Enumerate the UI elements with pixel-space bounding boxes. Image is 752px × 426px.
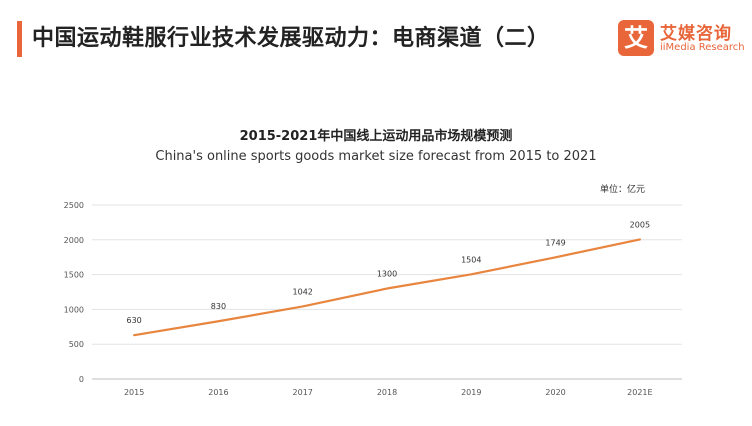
y-tick-label: 1000 (64, 305, 84, 314)
y-tick-label: 500 (69, 340, 84, 349)
x-tick-label: 2019 (461, 388, 481, 397)
data-label: 1504 (461, 255, 481, 264)
data-label: 1042 (293, 287, 313, 296)
series-line (133, 238, 641, 337)
logo-mark: 艾 (618, 20, 654, 56)
page-title: 中国运动鞋服行业技术发展驱动力：电商渠道（二） (32, 26, 550, 51)
y-tick-label: 1500 (64, 271, 84, 280)
x-tick-label: 2017 (293, 388, 313, 397)
x-tick-label: 2018 (377, 388, 397, 397)
data-label: 1300 (377, 270, 397, 279)
logo-name-cn: 艾媒咨询 (660, 24, 732, 44)
x-tick-label: 2020 (545, 388, 565, 397)
x-tick-label: 2016 (208, 388, 228, 397)
chart-title: 2015-2021年中国线上运动用品市场规模预测 (239, 129, 513, 144)
chart-subtitle: China's online sports goods market size … (155, 149, 597, 164)
y-tick-label: 0 (79, 375, 84, 384)
y-tick-label: 2500 (64, 201, 84, 210)
x-tick-label: 2015 (124, 388, 144, 397)
iimedia-logo: 艾 艾媒咨询 iiMedia Research (618, 20, 746, 60)
data-label: 1749 (545, 238, 565, 247)
y-tick-label: 2000 (64, 236, 84, 245)
title-accent-bar (17, 21, 22, 57)
logo-name-en: iiMedia Research (660, 42, 745, 53)
data-label: 830 (211, 302, 226, 311)
unit-label: 单位：亿元 (600, 185, 646, 195)
data-label: 2005 (630, 220, 650, 229)
data-label: 630 (127, 316, 142, 325)
x-tick-label: 2021E (627, 388, 652, 397)
